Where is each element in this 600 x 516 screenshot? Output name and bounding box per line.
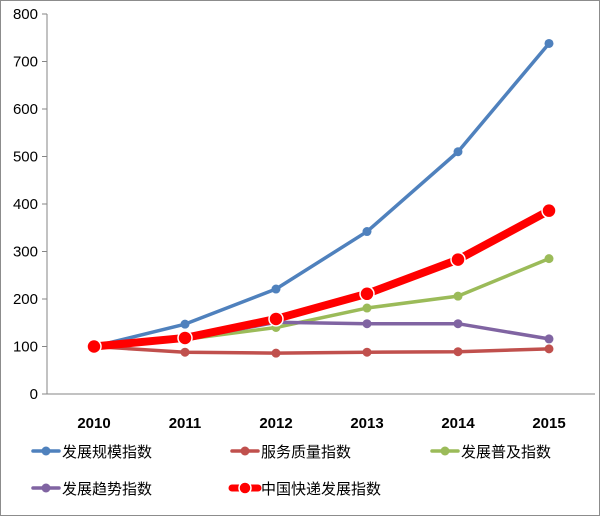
- y-axis: 0 100 200 300 400 500 600 700 800: [13, 6, 48, 403]
- data-point: [86, 338, 102, 355]
- legend-swatch-marker: [41, 483, 51, 493]
- x-tick-label: 2013: [350, 415, 383, 432]
- x-tick-label: 2014: [441, 415, 475, 432]
- x-tick-label: 2015: [532, 415, 565, 432]
- data-point: [180, 319, 190, 329]
- y-tick-label: 500: [13, 149, 38, 166]
- data-point: [362, 303, 372, 313]
- data-point: [450, 251, 466, 268]
- legend-item: 发展普及指数: [430, 443, 551, 461]
- data-point: [544, 254, 554, 264]
- legend-swatch-marker: [240, 446, 250, 456]
- legend-item: 中国快递发展指数: [228, 480, 381, 498]
- x-tick-label: 2012: [259, 415, 292, 432]
- legend-label: 发展普及指数: [461, 443, 551, 461]
- data-point: [359, 286, 375, 302]
- data-point: [544, 38, 554, 48]
- series-line: [92, 344, 551, 355]
- x-axis: 2010 2011 2012 2013 2014 2015: [47, 393, 595, 432]
- data-point: [271, 284, 281, 294]
- legend-label: 发展趋势指数: [62, 480, 152, 498]
- data-point: [453, 291, 463, 301]
- legend-swatch-marker: [440, 446, 450, 456]
- legend-label: 中国快递发展指数: [261, 480, 381, 498]
- series-4: [86, 202, 557, 355]
- legend-swatch-marker: [238, 481, 252, 495]
- series-line: [90, 206, 553, 351]
- legend-item: 服务质量指数: [230, 443, 351, 461]
- legend-label: 服务质量指数: [261, 443, 351, 461]
- data-point: [268, 311, 284, 327]
- y-tick-label: 700: [13, 54, 38, 71]
- data-point: [544, 334, 554, 344]
- legend-item: 发展趋势指数: [31, 480, 152, 498]
- series-line: [92, 41, 551, 349]
- y-tick-label: 0: [30, 386, 38, 403]
- data-point: [453, 347, 463, 357]
- data-point: [362, 227, 372, 237]
- legend-label: 发展规模指数: [62, 443, 152, 461]
- y-tick-label: 800: [13, 6, 38, 23]
- data-point: [180, 347, 190, 357]
- data-point: [271, 348, 281, 358]
- y-tick-label: 200: [13, 291, 38, 308]
- data-point: [541, 202, 557, 219]
- series-3: [89, 317, 554, 351]
- legend-item: 发展规模指数: [31, 443, 152, 461]
- data-point: [362, 347, 372, 357]
- data-point: [362, 319, 372, 329]
- x-tick-label: 2010: [77, 415, 110, 432]
- y-tick-label: 600: [13, 101, 38, 118]
- data-point: [177, 330, 193, 346]
- data-point: [544, 344, 554, 354]
- data-point: [453, 147, 463, 157]
- legend-swatch-marker: [41, 446, 51, 456]
- y-tick-label: 300: [13, 244, 38, 261]
- x-tick-label: 2011: [169, 415, 202, 432]
- y-tick-label: 400: [13, 196, 38, 213]
- series-layer: [86, 38, 557, 358]
- y-tick-label: 100: [13, 339, 38, 356]
- data-point: [453, 319, 463, 329]
